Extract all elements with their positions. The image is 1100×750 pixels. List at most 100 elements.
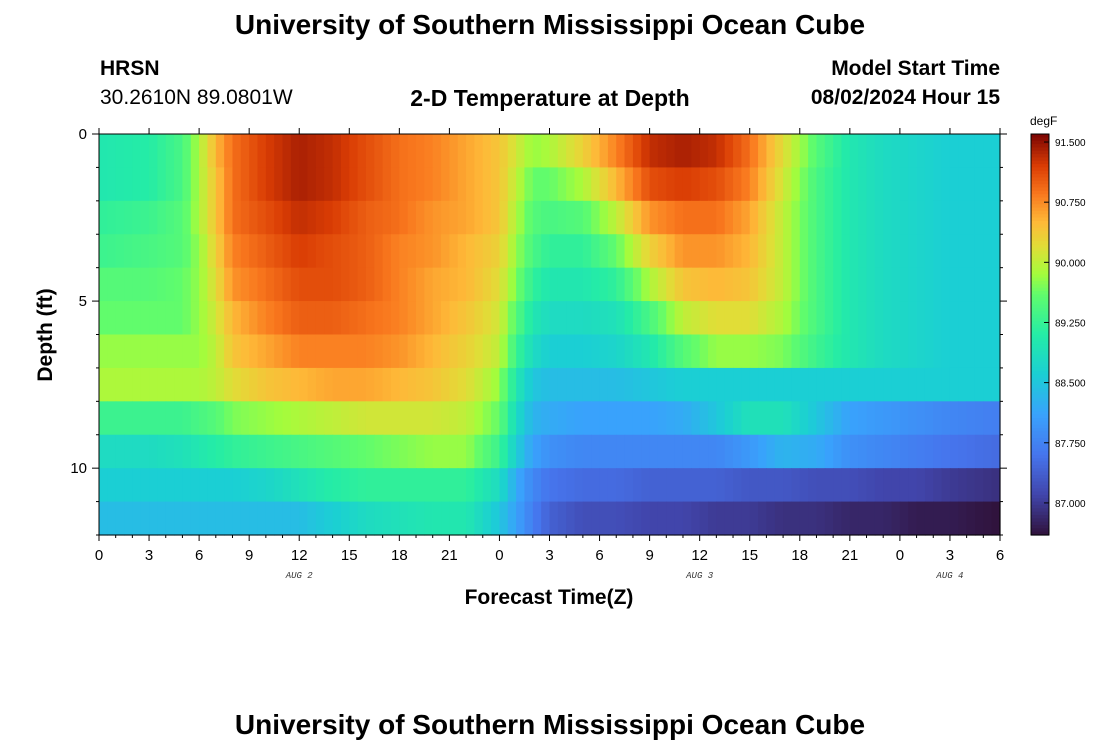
heatmap-cell [774, 434, 784, 469]
heatmap-cell [649, 200, 659, 235]
colorbar-segment [1031, 317, 1049, 322]
heatmap-cell [974, 234, 984, 269]
colorbar-segment [1031, 404, 1049, 409]
heatmap-cell [691, 134, 701, 169]
colorbar-frame [1030, 133, 1050, 536]
heatmap-cell [749, 334, 759, 369]
colorbar-segment [1031, 514, 1049, 519]
colorbar-segment [1031, 391, 1049, 396]
heatmap-cell [499, 167, 509, 202]
heatmap-cell [566, 200, 576, 235]
heatmap-cell [674, 501, 684, 536]
heatmap-cell [641, 134, 651, 169]
heatmap-cell [591, 367, 601, 402]
heatmap-cell [591, 401, 601, 436]
heatmap-cell [399, 234, 409, 269]
heatmap-cell [924, 234, 934, 269]
colorbar-segment [1031, 464, 1049, 469]
heatmap-cell [574, 401, 584, 436]
heatmap-cell [682, 200, 692, 235]
heatmap-cell [140, 434, 150, 469]
heatmap-cell [190, 468, 200, 503]
heatmap-cell [891, 167, 901, 202]
heatmap-cell [374, 367, 384, 402]
heatmap-cell [315, 200, 325, 235]
heatmap-cell [791, 434, 801, 469]
heatmap-cell [632, 367, 642, 402]
heatmap-cell [466, 501, 476, 536]
heatmap-cell [607, 367, 617, 402]
heatmap-cell [157, 468, 167, 503]
heatmap-cell [115, 468, 125, 503]
heatmap-cell [974, 501, 984, 536]
heatmap-cell [858, 334, 868, 369]
heatmap-cell [566, 468, 576, 503]
heatmap-cell [340, 234, 350, 269]
heatmap-cell [974, 367, 984, 402]
heatmap-cell [340, 301, 350, 336]
heatmap-cell [290, 301, 300, 336]
heatmap-cell [841, 501, 851, 536]
colorbar-segment [1031, 511, 1049, 516]
heatmap-cell [833, 334, 843, 369]
heatmap-cell [174, 267, 184, 302]
heatmap-cell [274, 434, 284, 469]
colorbar-segment [1031, 237, 1049, 242]
colorbar-segment [1031, 174, 1049, 179]
heatmap-cell [933, 234, 943, 269]
heatmap-cell [733, 301, 742, 336]
heatmap-cell [541, 468, 551, 503]
heatmap-cell [941, 367, 951, 402]
heatmap-cell [749, 167, 759, 202]
heatmap-cell [115, 367, 125, 402]
heatmap-cell [441, 134, 450, 169]
heatmap-cell [858, 468, 868, 503]
heatmap-cell [974, 434, 984, 469]
heatmap-cell [524, 234, 534, 269]
x-tick-label: 3 [545, 547, 553, 564]
heatmap-cell [157, 167, 167, 202]
heatmap-cell [224, 301, 234, 336]
x-tick-label: 15 [741, 547, 758, 564]
heatmap-cell [207, 301, 217, 336]
heatmap-cell [340, 367, 350, 402]
heatmap-cell [933, 367, 943, 402]
colorbar-segment [1031, 190, 1049, 195]
heatmap-cell [374, 334, 384, 369]
heatmap-cell [482, 501, 492, 536]
colorbar-segment [1031, 438, 1049, 443]
heatmap-cell [124, 134, 133, 169]
x-tick-label: 0 [495, 547, 503, 564]
heatmap-cell [390, 334, 400, 369]
heatmap-cell [140, 167, 150, 202]
heatmap-cell [449, 301, 459, 336]
heatmap-cell [841, 401, 851, 436]
heatmap-cell [349, 301, 359, 336]
heatmap-cell [374, 468, 384, 503]
heatmap-cell [441, 234, 450, 269]
heatmap-cell [190, 167, 200, 202]
heatmap-cell [532, 234, 542, 269]
heatmap-cell [507, 334, 517, 369]
heatmap-cell [833, 501, 843, 536]
heatmap-cell [632, 468, 642, 503]
heatmap-cell [265, 367, 275, 402]
colorbar-segment [1031, 170, 1049, 175]
heatmap-cell [207, 234, 217, 269]
heatmap-cell [582, 501, 592, 536]
heatmap-cell [733, 167, 742, 202]
heatmap-cell [441, 167, 450, 202]
heatmap-cell [949, 401, 959, 436]
heatmap-cell [607, 167, 617, 202]
colorbar-segment [1031, 434, 1049, 439]
heatmap-cell [132, 267, 142, 302]
colorbar-segment [1031, 377, 1049, 382]
heatmap-cell [165, 468, 175, 503]
heatmap-cell [424, 334, 434, 369]
heatmap-cell [649, 334, 659, 369]
heatmap-cell [582, 267, 592, 302]
x-tick-label: 0 [95, 547, 103, 564]
heatmap-cell [916, 501, 926, 536]
heatmap-cell [149, 367, 158, 402]
heatmap-cell [416, 501, 425, 536]
